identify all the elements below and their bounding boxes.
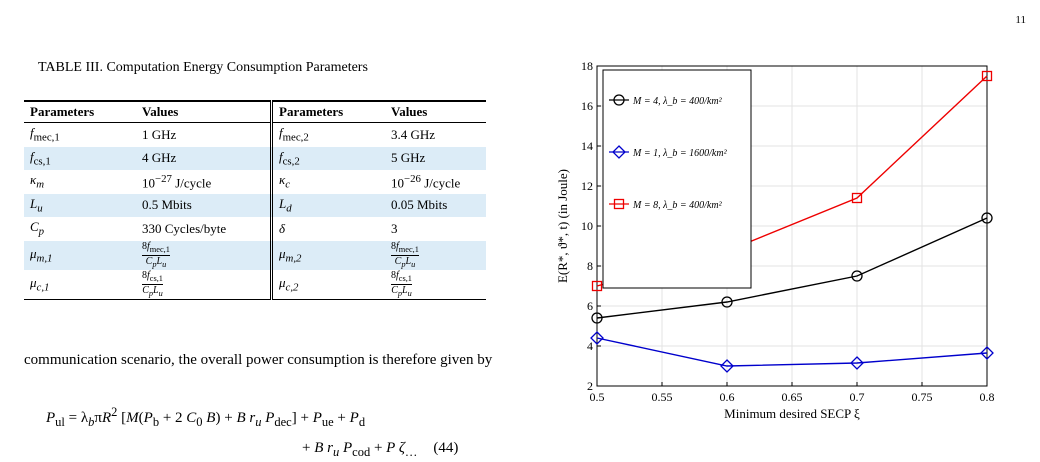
param-cell: fcs,1 [24, 146, 136, 170]
table-row: κm 10−27 J/cycle κc 10−26 J/cycle [24, 170, 486, 194]
y-tick-label: 4 [587, 339, 593, 353]
param-cell: Lu [24, 193, 136, 217]
legend-marker [613, 94, 625, 106]
equation-number: (44) [433, 440, 459, 456]
data-point-series-3 [981, 70, 993, 82]
y-tick-label: 16 [581, 99, 593, 113]
x-tick-label: 0.6 [720, 390, 735, 404]
value-cell: 8fmec,1 CpLu [136, 240, 272, 270]
y-tick-label: 18 [581, 59, 593, 73]
table-row: fcs,1 4 GHz fcs,2 5 GHz [24, 146, 486, 170]
parameter-table: Parameters Values Parameters Values fmec… [24, 100, 486, 300]
data-point-series-1 [721, 296, 733, 308]
x-tick-label: 0.75 [912, 390, 933, 404]
data-point-series-1 [981, 212, 993, 224]
equation-44: Pul = λbπR2 [M(Pb + 2 C0 B) + B ru Pdec]… [46, 402, 526, 462]
legend-label: M = 4, λ_b = 400/km² [632, 96, 723, 107]
data-point-series-2 [590, 331, 604, 345]
data-point-series-1 [851, 270, 863, 282]
body-paragraph: communication scenario, the overall powe… [24, 352, 493, 368]
table-header-row: Parameters Values Parameters Values [24, 101, 486, 123]
x-axis-label: Minimum desired SECP ξ [724, 406, 860, 421]
data-point-series-1 [591, 312, 603, 324]
value-cell: 5 GHz [385, 146, 486, 170]
data-point-series-3 [851, 192, 863, 204]
param-cell: κc [270, 170, 385, 194]
x-tick-label: 0.55 [652, 390, 673, 404]
value-cell: 330 Cycles/byte [142, 220, 227, 236]
legend-marker [612, 145, 626, 159]
y-tick-label: 2 [587, 379, 593, 393]
y-tick-label: 6 [587, 299, 593, 313]
header-values-2: Values [385, 101, 486, 123]
energy-chart-svg: 0.5 0.55 0.6 0.65 0.7 0.75 0.8 2 4 6 8 10 12 14 16 18 Mi… [555, 59, 995, 421]
value-cell: 8fcs,1 CpLu [385, 269, 486, 300]
param-cell: μm,2 [270, 240, 385, 270]
y-axis-label: E(R*, ϑ*, t) (in Joule) [555, 169, 570, 283]
value-cell: 8fcs,1 CpLu [136, 269, 272, 300]
table-row: μm,1 8fmec,1 CpLu μm,2 8fmec,1 CpLu [24, 240, 486, 270]
value-cell: 10−26 J/cycle [391, 172, 461, 190]
x-tick-label: 0.5 [590, 390, 605, 404]
equation-line-2: + B ru Pcod + P ζ… (44) [302, 440, 459, 459]
value-cell: 3.4 GHz [391, 126, 436, 142]
param-cell: fcs,2 [270, 146, 385, 170]
value-cell: 1 GHz [142, 126, 177, 142]
value-cell: 3 [391, 220, 398, 236]
table-row: fmec,1 1 GHz fmec,2 3.4 GHz [24, 122, 486, 147]
table-caption: TABLE III. Computation Energy Consumptio… [38, 60, 368, 75]
param-cell: δ [270, 217, 385, 241]
table-row: Lu 0.5 Mbits Ld 0.05 Mbits [24, 193, 486, 217]
param-cell: μc,1 [24, 269, 136, 300]
y-tick-label: 12 [581, 179, 593, 193]
legend-marker [613, 198, 625, 210]
param-cell: Ld [270, 193, 385, 217]
data-point-series-2 [980, 346, 994, 360]
param-cell: Cp [30, 219, 45, 239]
table-row: Cp 330 Cycles/byte δ 3 [24, 217, 486, 241]
page-number: 11 [1015, 14, 1026, 26]
value-cell: 0.5 Mbits [136, 193, 272, 217]
param-cell: fmec,2 [270, 122, 385, 147]
x-tick-label: 0.8 [980, 390, 995, 404]
y-tick-label: 8 [587, 259, 593, 273]
param-cell: μc,2 [270, 269, 385, 300]
y-tick-label: 14 [581, 139, 593, 153]
x-tick-label: 0.7 [850, 390, 865, 404]
plot-frame [596, 65, 988, 387]
y-tick-label: 10 [581, 219, 593, 233]
legend-label: M = 8, λ_b = 400/km² [632, 200, 723, 211]
legend-box [602, 69, 752, 289]
data-point-series-3 [591, 280, 603, 292]
x-tick-label: 0.65 [782, 390, 803, 404]
header-parameters-1: Parameters [24, 101, 136, 123]
data-point-series-2 [850, 356, 864, 370]
value-cell: 4 GHz [136, 146, 272, 170]
energy-chart: 0.5 0.55 0.6 0.65 0.7 0.75 0.8 2 4 6 8 10 12 14 16 18 Mi… [540, 50, 1010, 440]
series-line-1 [596, 217, 988, 319]
param-cell: μm,1 [24, 240, 136, 270]
legend-label: M = 1, λ_b = 1600/km² [632, 148, 728, 159]
series-line-2 [596, 337, 988, 367]
value-cell: 8fmec,1 CpLu [385, 240, 486, 270]
param-cell: fmec,1 [30, 125, 60, 145]
equation-line-1: Pul = λbπR2 [M(Pb + 2 C0 B) + B ru Pdec]… [46, 405, 366, 429]
value-cell: 0.05 Mbits [385, 193, 486, 217]
header-values-1: Values [136, 101, 272, 123]
param-cell: κm [30, 172, 45, 192]
data-point-series-2 [720, 359, 734, 373]
table-row: μc,1 8fcs,1 CpLu μc,2 8fcs,1 CpLu [24, 269, 486, 300]
header-parameters-2: Parameters [270, 101, 385, 123]
value-cell: 10−27 J/cycle [142, 172, 212, 190]
